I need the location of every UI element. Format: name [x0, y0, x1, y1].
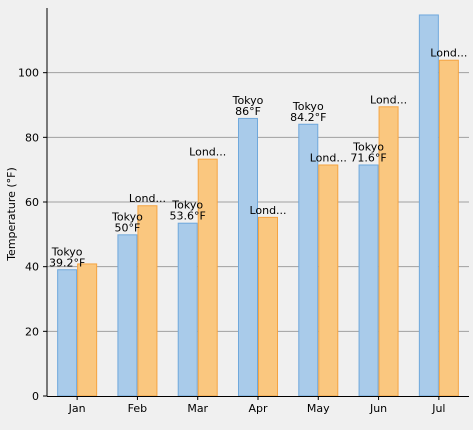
bar-london: [197, 158, 218, 397]
data-label: 71.6°F: [350, 151, 386, 164]
x-tick-label: Feb: [128, 402, 147, 415]
bar-tokyo: [57, 269, 78, 397]
data-label: Lond...: [129, 192, 166, 205]
data-label: Tokyo: [232, 94, 264, 107]
data-label: Tokyo: [51, 245, 83, 258]
bar-tokyo: [298, 123, 319, 397]
y-tick-label: 80: [25, 131, 39, 144]
bar-tokyo: [418, 14, 439, 397]
y-tick-label: 0: [32, 390, 39, 403]
data-label: 86°F: [235, 105, 261, 118]
bar-london: [137, 205, 158, 397]
bar-tokyo: [117, 234, 138, 397]
data-label: Lond...: [189, 146, 226, 159]
data-label: Lond...: [430, 47, 467, 60]
x-tick-label: Apr: [248, 402, 268, 415]
x-tick-label: Jun: [369, 402, 387, 415]
bar-london: [258, 216, 278, 397]
bar-london: [438, 59, 459, 397]
data-label: Tokyo: [171, 199, 203, 212]
bar-london: [318, 164, 339, 397]
data-label: Tokyo: [352, 140, 384, 153]
data-label: Lond...: [249, 204, 286, 217]
y-tick-label: 20: [25, 325, 39, 338]
bar-london: [77, 263, 98, 397]
data-label: Lond...: [370, 93, 407, 106]
data-label: 39.2°F: [49, 256, 85, 269]
x-tick-label: May: [307, 402, 330, 415]
data-label: Tokyo: [111, 210, 143, 223]
data-label: Tokyo: [292, 100, 324, 113]
y-axis-title: Temperature (°F): [5, 167, 18, 262]
data-label: Lond...: [310, 151, 347, 164]
y-tick-label: 100: [18, 67, 39, 80]
bar-tokyo: [358, 164, 379, 397]
data-label: 84.2°F: [290, 111, 326, 124]
y-tick-label: 60: [25, 196, 39, 209]
axes: 0 20 40 60 80 100 Jan Feb Mar Apr May Jun Jul: [18, 8, 469, 415]
x-tick-label: Jan: [68, 402, 86, 415]
x-tick-label: Jul: [431, 402, 445, 415]
data-label: 50°F: [115, 221, 141, 234]
x-tick-label: Mar: [187, 402, 208, 415]
bar-tokyo: [238, 117, 258, 397]
bar-tokyo: [177, 222, 198, 397]
y-tick-label: 40: [25, 261, 39, 274]
data-label: 53.6°F: [170, 210, 206, 223]
